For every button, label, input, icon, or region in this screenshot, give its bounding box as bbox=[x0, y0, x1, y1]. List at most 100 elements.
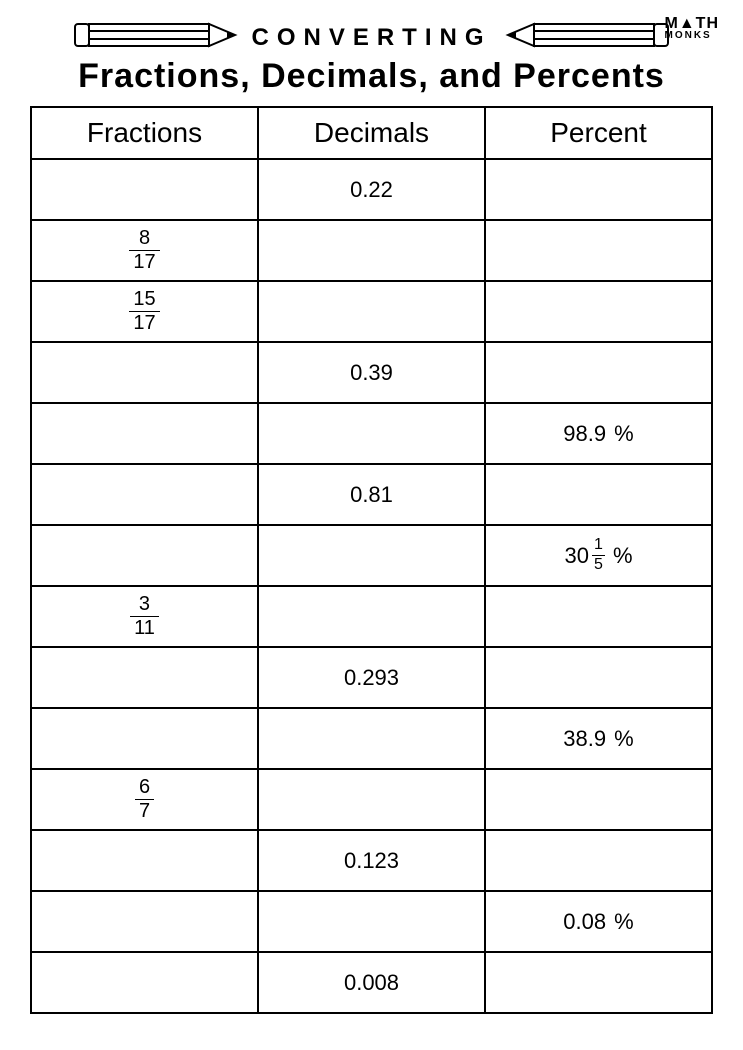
cell-fraction[interactable] bbox=[31, 159, 258, 220]
cell-percent[interactable] bbox=[485, 586, 712, 647]
cell-percent[interactable] bbox=[485, 647, 712, 708]
pencil-right-icon bbox=[504, 20, 674, 55]
fraction: 817 bbox=[129, 228, 159, 273]
cell-percent[interactable] bbox=[485, 830, 712, 891]
cell-percent[interactable] bbox=[485, 952, 712, 1013]
cell-percent[interactable]: 0.08 % bbox=[485, 891, 712, 952]
logo-line-2: MONKS bbox=[665, 30, 720, 42]
table-row: 0.39 bbox=[31, 342, 712, 403]
cell-fraction[interactable] bbox=[31, 464, 258, 525]
cell-decimal[interactable] bbox=[258, 891, 485, 952]
table-row: 0.81 bbox=[31, 464, 712, 525]
cell-fraction[interactable] bbox=[31, 891, 258, 952]
cell-decimal[interactable] bbox=[258, 708, 485, 769]
cell-fraction[interactable]: 67 bbox=[31, 769, 258, 830]
fraction: 1517 bbox=[129, 289, 159, 334]
table-row: 817 bbox=[31, 220, 712, 281]
decimal-value: 0.123 bbox=[344, 848, 399, 873]
cell-fraction[interactable] bbox=[31, 647, 258, 708]
pencil-left-icon bbox=[69, 20, 239, 55]
percent-suffix: % bbox=[608, 726, 634, 751]
percent-value: 98.9 bbox=[563, 421, 606, 446]
title-line-1: CONVERTING bbox=[251, 24, 491, 52]
cell-fraction[interactable] bbox=[31, 708, 258, 769]
cell-fraction[interactable]: 311 bbox=[31, 586, 258, 647]
percent-suffix: % bbox=[608, 909, 634, 934]
percent-suffix: % bbox=[608, 421, 634, 446]
cell-fraction[interactable] bbox=[31, 403, 258, 464]
fraction-numerator: 15 bbox=[129, 289, 159, 312]
cell-decimal[interactable] bbox=[258, 220, 485, 281]
cell-decimal[interactable]: 0.293 bbox=[258, 647, 485, 708]
decimal-value: 0.008 bbox=[344, 970, 399, 995]
decimal-value: 0.39 bbox=[350, 360, 393, 385]
table-row: 0.22 bbox=[31, 159, 712, 220]
col-header-fractions: Fractions bbox=[31, 107, 258, 159]
cell-percent[interactable]: 3015 % bbox=[485, 525, 712, 586]
cell-percent[interactable] bbox=[485, 342, 712, 403]
fraction: 311 bbox=[130, 594, 159, 639]
worksheet-header: CONVERTING Fractions, Decimals, and Perc… bbox=[30, 20, 713, 96]
cell-decimal[interactable]: 0.123 bbox=[258, 830, 485, 891]
fraction-numerator: 1 bbox=[592, 537, 605, 556]
fraction-denominator: 5 bbox=[592, 556, 605, 574]
cell-fraction[interactable]: 817 bbox=[31, 220, 258, 281]
cell-percent[interactable] bbox=[485, 464, 712, 525]
cell-decimal[interactable] bbox=[258, 403, 485, 464]
cell-decimal[interactable] bbox=[258, 525, 485, 586]
cell-decimal[interactable]: 0.39 bbox=[258, 342, 485, 403]
logo-line-1: M▲TH bbox=[665, 18, 720, 30]
brand-logo: M▲TH MONKS bbox=[665, 18, 720, 42]
col-header-percent: Percent bbox=[485, 107, 712, 159]
cell-fraction[interactable] bbox=[31, 952, 258, 1013]
cell-fraction[interactable]: 1517 bbox=[31, 281, 258, 342]
cell-percent[interactable]: 98.9 % bbox=[485, 403, 712, 464]
table-row: 67 bbox=[31, 769, 712, 830]
fraction-denominator: 17 bbox=[129, 312, 159, 334]
cell-percent[interactable] bbox=[485, 281, 712, 342]
cell-decimal[interactable] bbox=[258, 281, 485, 342]
cell-fraction[interactable] bbox=[31, 342, 258, 403]
decimal-value: 0.22 bbox=[350, 177, 393, 202]
table-row: 3015 % bbox=[31, 525, 712, 586]
cell-percent[interactable]: 38.9 % bbox=[485, 708, 712, 769]
table-header-row: Fractions Decimals Percent bbox=[31, 107, 712, 159]
decimal-value: 0.81 bbox=[350, 482, 393, 507]
table-row: 0.123 bbox=[31, 830, 712, 891]
col-header-decimals: Decimals bbox=[258, 107, 485, 159]
fraction-numerator: 6 bbox=[135, 777, 154, 800]
table-row: 38.9 % bbox=[31, 708, 712, 769]
title-line-2: Fractions, Decimals, and Percents bbox=[30, 57, 713, 96]
table-row: 0.008 bbox=[31, 952, 712, 1013]
decimal-value: 0.293 bbox=[344, 665, 399, 690]
cell-decimal[interactable]: 0.81 bbox=[258, 464, 485, 525]
percent-suffix: % bbox=[607, 543, 633, 568]
fraction: 15 bbox=[592, 537, 605, 574]
cell-percent[interactable] bbox=[485, 220, 712, 281]
mixed-number: 3015 bbox=[564, 537, 604, 574]
fraction-denominator: 7 bbox=[135, 800, 154, 822]
header-row-1: CONVERTING bbox=[30, 20, 713, 55]
cell-fraction[interactable] bbox=[31, 830, 258, 891]
table-row: 98.9 % bbox=[31, 403, 712, 464]
mixed-whole: 30 bbox=[564, 543, 588, 569]
fraction-denominator: 11 bbox=[130, 617, 159, 639]
fraction-numerator: 8 bbox=[129, 228, 159, 251]
table-row: 0.293 bbox=[31, 647, 712, 708]
fraction: 67 bbox=[135, 777, 154, 822]
conversion-table: Fractions Decimals Percent 0.2281715170.… bbox=[30, 106, 713, 1014]
table-row: 1517 bbox=[31, 281, 712, 342]
fraction-numerator: 3 bbox=[130, 594, 159, 617]
table-row: 0.08 % bbox=[31, 891, 712, 952]
cell-decimal[interactable]: 0.008 bbox=[258, 952, 485, 1013]
percent-value: 38.9 bbox=[563, 726, 606, 751]
percent-value: 0.08 bbox=[563, 909, 606, 934]
cell-decimal[interactable] bbox=[258, 769, 485, 830]
cell-decimal[interactable] bbox=[258, 586, 485, 647]
table-row: 311 bbox=[31, 586, 712, 647]
cell-decimal[interactable]: 0.22 bbox=[258, 159, 485, 220]
cell-percent[interactable] bbox=[485, 769, 712, 830]
cell-fraction[interactable] bbox=[31, 525, 258, 586]
fraction-denominator: 17 bbox=[129, 251, 159, 273]
cell-percent[interactable] bbox=[485, 159, 712, 220]
